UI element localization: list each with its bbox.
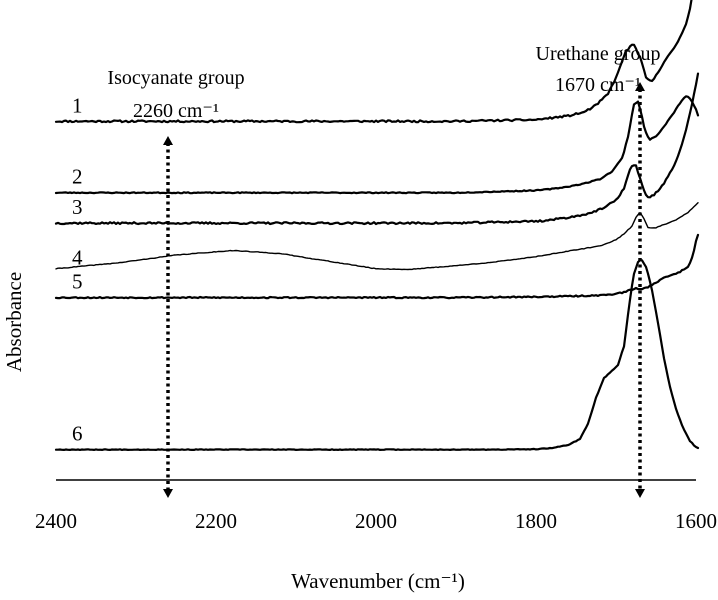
plot-area: 1 2 3 45 6 Isocyanate group 2260 cm⁻¹ Urethane…	[54, 0, 700, 498]
x-tick-2200: 2200	[195, 509, 237, 533]
trace-label-1: 1	[72, 93, 83, 117]
urethane-annotation-wavenumber: 1670 cm⁻¹	[555, 74, 641, 96]
spectrum-trace-2	[54, 95, 700, 195]
trace-labels: 1 2 3 45 6	[72, 93, 83, 445]
urethane-arrowhead-up	[635, 82, 645, 91]
x-tick-1800: 1800	[515, 509, 557, 533]
trace-label-4: 4	[72, 245, 83, 269]
spectrum-trace-3	[54, 72, 700, 226]
isocyanate-annotation-title: Isocyanate group	[107, 67, 244, 89]
y-axis-title: Absorbance	[2, 272, 26, 372]
isocyanate-arrowhead-up	[163, 136, 173, 145]
urethane-annotation-title: Urethane group	[536, 43, 661, 65]
x-tick-2000: 2000	[355, 509, 397, 533]
trace-label-2: 2	[72, 165, 83, 189]
isocyanate-annotation-wavenumber: 2260 cm⁻¹	[133, 100, 219, 122]
spectrum-trace-6	[54, 259, 700, 451]
urethane-arrowhead-down	[635, 489, 645, 498]
band-markers	[163, 82, 645, 498]
x-axis-title: Wavenumber (cm⁻¹)	[291, 569, 465, 593]
band-annotations: Isocyanate group 2260 cm⁻¹ Urethane group 1…	[107, 43, 660, 122]
x-tick-1600: 1600	[675, 509, 717, 533]
x-tick-2400: 2400	[35, 509, 77, 533]
spectrum-trace-1	[54, 0, 693, 124]
trace-label-3: 3	[72, 195, 83, 219]
spectra-traces	[54, 0, 700, 451]
spectrum-trace-4	[55, 202, 699, 271]
x-tick-labels: 2400 2200 2000 1800 1600	[35, 509, 717, 533]
trace-label-6: 6	[72, 422, 83, 446]
isocyanate-arrowhead-down	[163, 489, 173, 498]
trace-label-5: 5	[72, 270, 83, 294]
spectrum-trace-5	[54, 233, 700, 300]
